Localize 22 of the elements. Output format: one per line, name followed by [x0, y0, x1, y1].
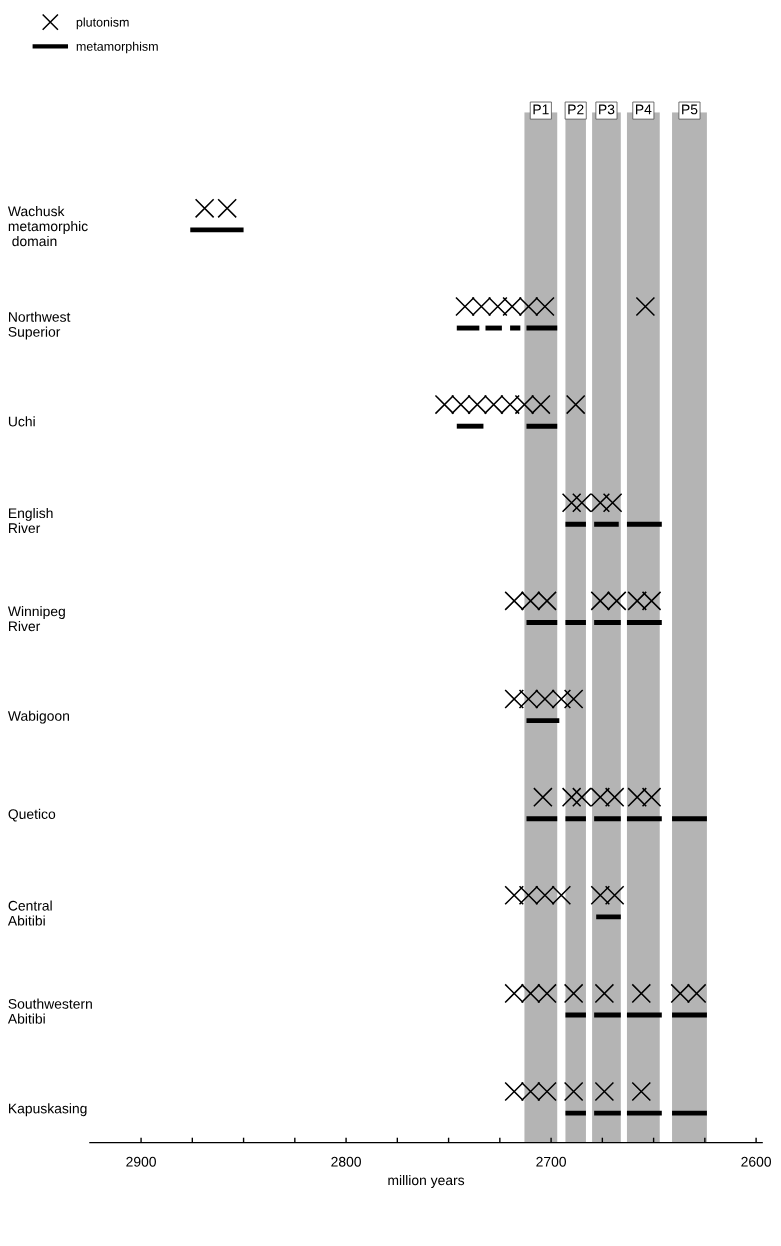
band-label: P3 — [599, 104, 615, 115]
x-tick-label: 2800 — [331, 1156, 361, 1167]
x-tick-label: 2700 — [536, 1156, 566, 1167]
x-tick-label: 2600 — [741, 1156, 772, 1167]
band-label: P1 — [533, 104, 549, 115]
band-label: P4 — [635, 104, 652, 115]
y-tick-label: English River — [9, 507, 53, 534]
legend-label: plutonism — [76, 17, 129, 30]
y-tick-label: Wabigoon — [7, 710, 69, 724]
x-axis-title: million years — [388, 1174, 465, 1188]
y-tick-label: Kapuskasing — [9, 1103, 87, 1117]
y-tick-label: Wachusk metamorphic domain — [7, 206, 88, 247]
x-tick-label: 2900 — [126, 1156, 156, 1167]
band-label: P5 — [682, 104, 698, 115]
y-tick-label: Northwest Superior — [8, 311, 71, 340]
legend-label: metamorphism — [76, 41, 158, 54]
y-tick-label: Quetico — [8, 808, 56, 822]
band-label: P2 — [568, 104, 584, 115]
y-tick-label: Southwestern Abitibi — [7, 998, 92, 1024]
y-tick-label: Central Abitibi — [7, 900, 52, 926]
y-tick-label: Winnipeg River — [7, 606, 65, 632]
y-tick-label: Uchi — [8, 416, 35, 427]
